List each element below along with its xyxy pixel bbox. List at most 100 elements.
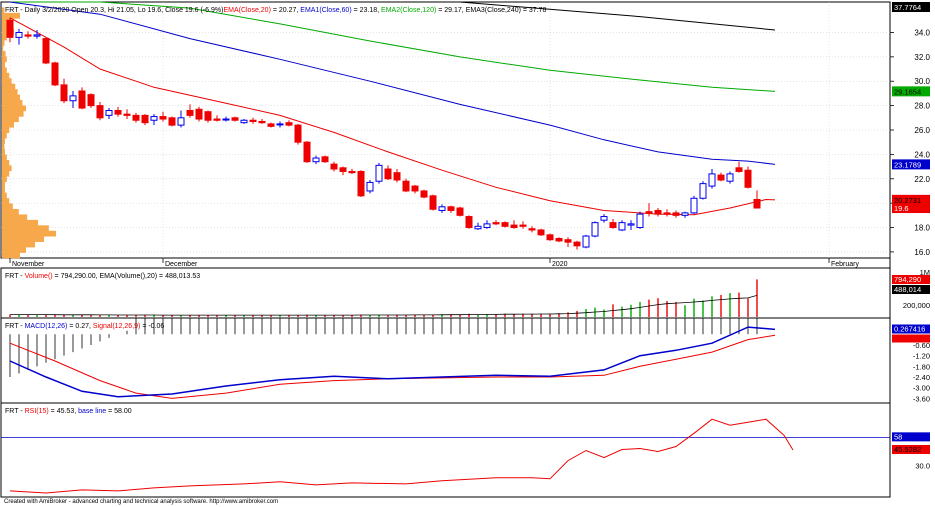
candle-body xyxy=(402,180,410,192)
candle-body xyxy=(321,156,329,163)
candle-body xyxy=(204,111,212,121)
candle-body xyxy=(159,116,167,120)
rsi-badge xyxy=(892,444,930,454)
candle-body xyxy=(231,117,239,121)
x-tick-label: 2020 xyxy=(552,261,568,268)
price-badge-label: 29.1654 xyxy=(894,87,921,96)
sep: - xyxy=(18,323,24,330)
price-badge xyxy=(892,203,930,214)
candle-body xyxy=(555,237,563,242)
candle-body xyxy=(609,222,617,229)
rsi-value: = 45.53, xyxy=(49,408,78,415)
candle-body xyxy=(708,173,716,187)
profile-bar xyxy=(2,203,13,210)
volume-ema-value: = 488,013.53 xyxy=(157,273,200,280)
profile-bar xyxy=(2,105,26,112)
rsi-line xyxy=(9,418,794,494)
candle-body xyxy=(645,211,653,214)
x-tick-label: December xyxy=(165,261,198,268)
candle-body xyxy=(60,84,68,102)
candle-body xyxy=(339,167,347,172)
candle-body xyxy=(510,224,518,229)
y-tick-label: 26.0 xyxy=(914,126,930,135)
volume-badge xyxy=(892,285,930,294)
candle-body xyxy=(348,170,356,174)
y-tick-label: 18.0 xyxy=(914,224,930,233)
candle-body xyxy=(672,212,680,216)
ema60-label: EMA1(Close,60) xyxy=(300,7,351,14)
y-tick-label: 32.0 xyxy=(914,53,930,62)
macd-tick-label: -1.80 xyxy=(913,362,930,371)
profile-bar xyxy=(2,72,10,79)
candle-body xyxy=(132,114,140,121)
price-badge-label: 23.1789 xyxy=(894,160,921,169)
rsi-tick-label: 30.0 xyxy=(915,462,930,471)
ema60-line xyxy=(9,1,776,165)
footer-credit: Created with AmiBroker - advanced charti… xyxy=(4,499,279,505)
candle-body xyxy=(537,229,545,236)
ema240-line xyxy=(262,1,776,31)
candle-body xyxy=(663,212,671,215)
candle-body xyxy=(438,206,446,211)
profile-bar xyxy=(2,176,7,183)
profile-bar xyxy=(2,252,20,259)
macd-badge-label: 0.267416 xyxy=(894,325,925,334)
price-badge-label: 20.2731 xyxy=(894,196,921,205)
candle-body xyxy=(447,206,455,211)
rsi-base-badge-label: 58 xyxy=(894,432,902,441)
profile-bar xyxy=(2,149,5,155)
profile-bar xyxy=(2,34,7,41)
y-tick-label: 16.0 xyxy=(914,248,930,257)
price-badge-label: 19.6 xyxy=(894,204,909,213)
profile-bar xyxy=(2,154,7,161)
volume-badge xyxy=(892,275,930,284)
candle-body xyxy=(150,116,158,121)
rsi-panel-frame xyxy=(0,402,891,498)
candle-body xyxy=(546,234,554,241)
candle-body xyxy=(654,209,662,215)
profile-bar xyxy=(2,89,18,95)
candle-body xyxy=(357,170,365,197)
candle-body xyxy=(519,224,527,227)
volume-badge-label: 488,014 xyxy=(894,285,921,294)
profile-bar xyxy=(2,159,10,166)
profile-bar xyxy=(2,138,5,144)
profile-bar xyxy=(2,187,5,193)
candle-body xyxy=(735,167,743,172)
profile-bar xyxy=(2,219,38,226)
y-tick-label: 22.0 xyxy=(914,175,930,184)
candle-body xyxy=(312,157,320,163)
ema20-line xyxy=(9,17,776,216)
candle-body xyxy=(393,172,401,181)
candle-body xyxy=(456,207,464,216)
candle-body xyxy=(105,109,113,116)
candle-body xyxy=(24,34,32,37)
macd-axis: 0.267416 -0.60 -1.20-1.80 -2.40 -3.00-3.60 xyxy=(892,324,930,403)
candle-body xyxy=(483,223,491,229)
candle-body xyxy=(492,222,500,225)
candle-body xyxy=(627,223,635,226)
profile-bar xyxy=(2,78,12,85)
candle-body xyxy=(222,118,230,121)
price-badge-label: 37.7764 xyxy=(894,3,921,12)
macd-tick-label: -3.00 xyxy=(913,384,930,393)
candle-body xyxy=(258,120,266,124)
candle-body xyxy=(69,95,77,102)
ema120-value: = 29.17, xyxy=(436,7,465,14)
candle-body xyxy=(384,168,392,180)
sep: - xyxy=(18,408,24,415)
profile-bar xyxy=(2,127,10,134)
candle-body xyxy=(96,105,104,119)
candle-body xyxy=(267,123,275,127)
macd-header: FRT - MACD(12,26) = 0.27, Signal(12,26,9… xyxy=(5,323,164,330)
candle-body xyxy=(195,108,203,120)
candle-body xyxy=(681,212,689,216)
candle-body xyxy=(753,198,761,209)
price-grid xyxy=(1,2,890,258)
profile-bar xyxy=(2,12,20,19)
candle-body xyxy=(690,197,698,214)
symbol: FRT xyxy=(5,408,19,415)
y-tick-label: 28.0 xyxy=(914,102,930,111)
signal-value: = -0.06 xyxy=(140,323,164,330)
candle-body xyxy=(744,169,752,188)
